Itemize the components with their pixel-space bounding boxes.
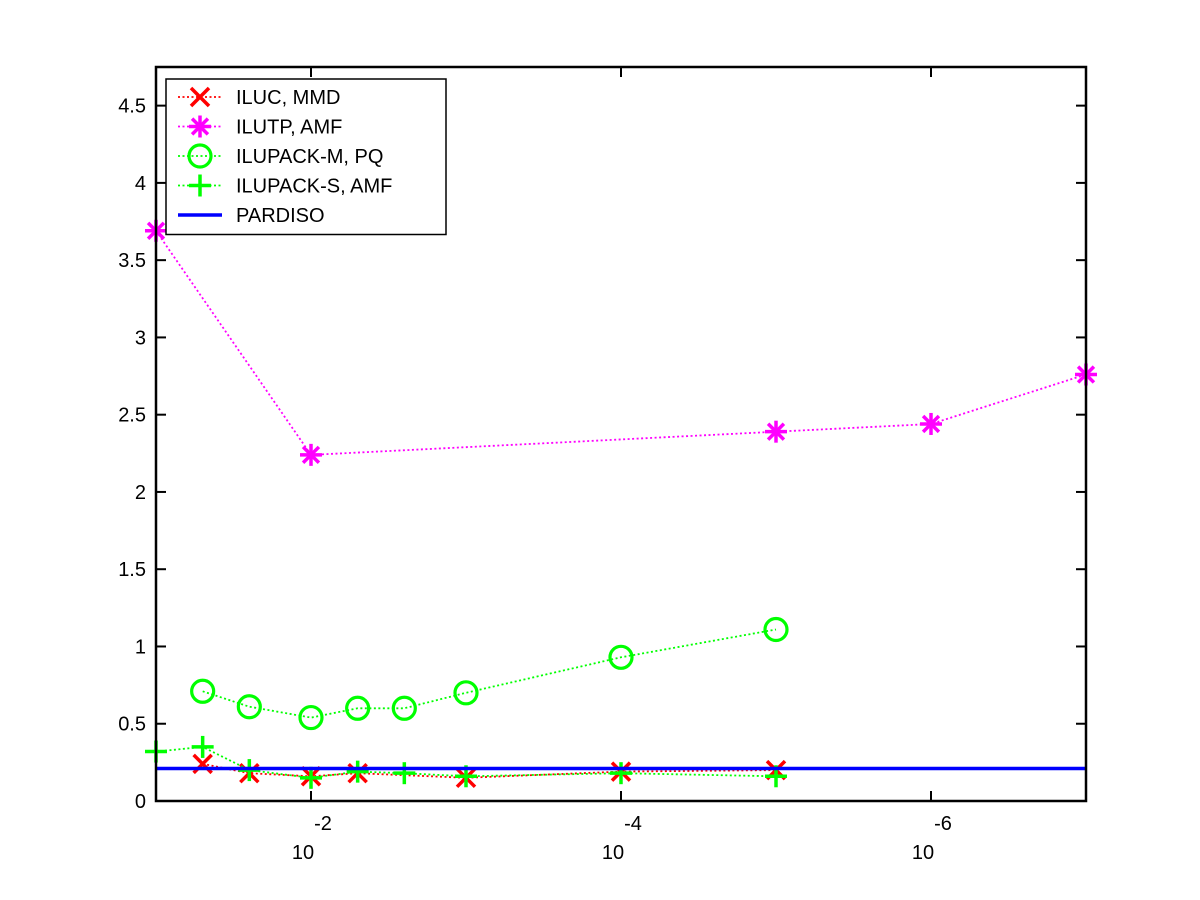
data-point-ilupack-s-amf-4 [346, 760, 369, 783]
legend-entry-ilupack-s-amf: ILUPACK-S, AMF [178, 174, 392, 198]
legend-entry-ilupack-m-pq: ILUPACK-M, PQ [178, 143, 383, 169]
x-tick-exponent-1: -4 [624, 813, 642, 835]
data-point-ilupack-m-pq-5 [453, 680, 479, 706]
y-tick-label-9: 4.5 [118, 96, 146, 118]
legend-marker-ilutp-amf [189, 115, 211, 138]
data-point-ilupack-s-amf-1 [191, 735, 214, 758]
y-tick-label-2: 1 [135, 636, 146, 658]
y-tick-label-3: 1.5 [118, 559, 146, 581]
data-point-ilupack-s-amf-3 [300, 766, 322, 789]
data-point-ilutp-amf-1 [300, 443, 322, 466]
legend: ILUC, MMD ILUTP, AMF ILUPACK-M, PQ ILUPACK-… [165, 78, 447, 236]
data-point-ilupack-m-pq-3 [345, 695, 371, 721]
x-tick-exponent-0: -2 [314, 813, 332, 835]
legend-label-ilupack-m-pq: ILUPACK-M, PQ [236, 146, 383, 168]
legend-entry-pardiso: PARDISO [178, 205, 325, 227]
data-point-ilupack-m-pq-7 [763, 616, 789, 643]
data-point-ilupack-m-pq-4 [391, 695, 417, 721]
legend-marker-ilupack-m-pq [187, 143, 213, 169]
series-ilupack-m-pq [190, 616, 789, 731]
x-tick-base-0: 10 [292, 842, 314, 864]
y-tick-label-1: 0.5 [118, 714, 146, 736]
y-tick-label-7: 3.5 [118, 250, 146, 272]
series-layer [145, 219, 1097, 789]
data-point-ilutp-amf-2 [765, 420, 787, 443]
data-point-ilupack-m-pq-0 [190, 678, 216, 704]
y-tick-label-0: 0 [135, 791, 146, 813]
legend-label-iluc-mmd: ILUC, MMD [236, 87, 340, 109]
data-point-ilupack-s-amf-5 [393, 762, 416, 785]
data-point-ilutp-amf-3 [920, 412, 942, 435]
data-point-ilupack-m-pq-1 [236, 694, 262, 720]
legend-entry-ilutp-amf: ILUTP, AMF [178, 115, 342, 139]
legend-box [165, 78, 447, 236]
legend-marker-ilupack-s-amf [189, 174, 211, 197]
x-tick-exponent-2: -6 [934, 813, 952, 835]
legend-label-ilutp-amf: ILUTP, AMF [236, 117, 342, 139]
legend-label-pardiso: PARDISO [236, 205, 325, 227]
data-point-ilupack-m-pq-6 [608, 644, 634, 670]
axes-layer: 00.511.522.533.544.5-210-410-610 [118, 65, 1088, 864]
y-tick-label-4: 2 [135, 482, 146, 504]
y-tick-label-6: 3 [135, 327, 146, 349]
y-tick-label-5: 2.5 [118, 405, 146, 427]
legend-marker-iluc-mmd [189, 86, 211, 108]
x-tick-base-1: 10 [602, 842, 624, 864]
series-ilutp-amf [145, 219, 1097, 466]
data-point-ilupack-m-pq-2 [298, 704, 324, 731]
data-point-ilupack-s-amf-7 [610, 762, 632, 785]
y-tick-label-8: 4 [135, 173, 146, 195]
legend-entry-iluc-mmd: ILUC, MMD [178, 86, 340, 109]
x-tick-base-2: 10 [912, 842, 934, 864]
legend-label-ilupack-s-amf: ILUPACK-S, AMF [236, 176, 392, 198]
